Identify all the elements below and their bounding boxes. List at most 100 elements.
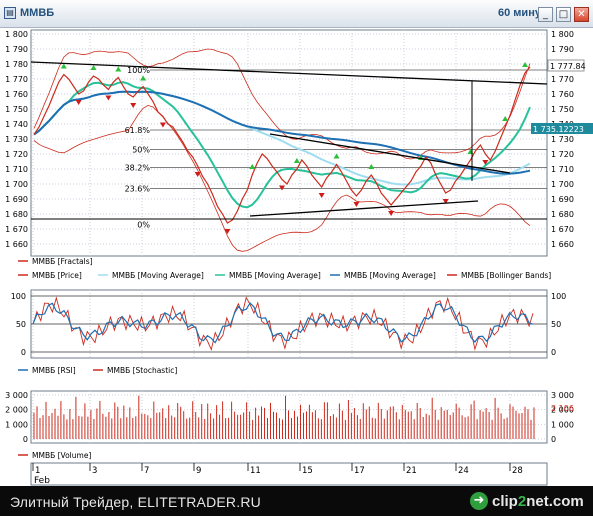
price-tick-label: 1 800 bbox=[5, 30, 28, 39]
price-tick-label-right: 1 730 bbox=[551, 135, 574, 144]
price-tick-label: 1 750 bbox=[5, 105, 28, 114]
brand-name: clip2net.com bbox=[492, 493, 584, 510]
price-series bbox=[33, 66, 531, 224]
price-tick-label: 1 690 bbox=[5, 195, 28, 204]
fractal-down-marker bbox=[194, 172, 201, 177]
price-tick-label-right: 1 790 bbox=[551, 45, 574, 54]
time-label: 17 bbox=[354, 466, 365, 476]
fractal-up-marker bbox=[115, 66, 122, 72]
fractal-down-marker bbox=[279, 185, 285, 191]
price-tick-label: 1 720 bbox=[5, 150, 28, 159]
price-tick-label: 1 740 bbox=[5, 120, 28, 129]
price-tick-label-right: 1 700 bbox=[551, 180, 574, 189]
fractal-up-marker bbox=[502, 116, 509, 121]
fractal-up-marker bbox=[333, 153, 340, 159]
price-tick-label: 1 670 bbox=[5, 225, 28, 234]
title-bar[interactable]: ▤ ММВБ 60 минут _ □ ✕ bbox=[0, 0, 593, 28]
channel-upper-line[interactable] bbox=[269, 133, 511, 174]
price-axis-left: 1 800 1 790 1 780 1 770 1 760 1 750 1 740 1 730… bbox=[5, 30, 28, 249]
fractal-up-marker bbox=[368, 164, 375, 169]
time-label: 3 bbox=[92, 466, 97, 476]
fractal-down-marker bbox=[353, 202, 360, 207]
time-label: 24 bbox=[458, 466, 469, 476]
fib-label: 38.2% bbox=[125, 164, 151, 173]
price-tick-label-right: 1 710 bbox=[551, 165, 574, 174]
fractal-down-marker bbox=[482, 160, 489, 165]
fractal-up-marker bbox=[249, 164, 256, 169]
brand-logo: ➜ clip2net.com bbox=[470, 492, 588, 512]
price-tick-label: 1 730 bbox=[5, 135, 28, 144]
price-tick-label: 1 660 bbox=[5, 240, 28, 249]
oscillator-axis-right: 100 50 0 bbox=[551, 292, 566, 357]
time-label: 1 bbox=[35, 466, 40, 476]
price-tick-label-right: 1 660 bbox=[551, 240, 574, 249]
month-label: Feb bbox=[34, 476, 50, 486]
fractal-down-marker bbox=[442, 199, 449, 204]
close-button[interactable]: ✕ bbox=[574, 7, 589, 22]
fractal-down-marker bbox=[75, 100, 82, 105]
volume-bars bbox=[33, 395, 535, 439]
price-panel[interactable] bbox=[30, 29, 548, 257]
legend-label: ММВБ [Stochastic] bbox=[107, 366, 177, 375]
upper-resistance-line[interactable] bbox=[30, 61, 548, 85]
volume-tick-right: 0 bbox=[551, 435, 556, 444]
volume-tick-right: 3 000 bbox=[551, 391, 574, 400]
volume-legend: ММВБ [Volume] bbox=[18, 451, 91, 460]
fractal-up-marker bbox=[90, 65, 97, 70]
cursor-price-tag: 1 735.12223 bbox=[531, 123, 593, 134]
volume-tick-right: 1 000 bbox=[551, 420, 574, 429]
time-label: 15 bbox=[302, 466, 313, 476]
channel-lower-line[interactable] bbox=[249, 200, 479, 217]
legend-label: ММВБ [Fractals] bbox=[32, 257, 93, 266]
price-grid bbox=[31, 30, 547, 256]
time-label: 9 bbox=[196, 466, 201, 476]
price-tick-label: 1 760 bbox=[5, 90, 28, 99]
time-label: 21 bbox=[406, 466, 417, 476]
window-title: ММВБ bbox=[20, 7, 55, 19]
chart-window-icon: ▤ bbox=[4, 7, 16, 19]
ma-mid-line bbox=[33, 81, 531, 209]
legend-label: ММВБ [Moving Average] bbox=[229, 271, 321, 280]
price-tick-label-right: 1 770 bbox=[551, 75, 574, 84]
price-tick-label-right: 1 680 bbox=[551, 210, 574, 219]
volume-tick: 2 000 bbox=[5, 406, 28, 415]
fractal-down-marker bbox=[224, 229, 231, 234]
volume-axis-left: 3 000 2 000 1 000 0 bbox=[5, 391, 28, 444]
time-axis[interactable] bbox=[30, 462, 548, 486]
time-label: 11 bbox=[250, 466, 261, 476]
time-label: 7 bbox=[144, 466, 149, 476]
fractal-up-marker bbox=[522, 62, 529, 67]
volume-tick: 1 000 bbox=[5, 420, 28, 429]
footer-caption: Элитный Трейдер, ELITETRADER.RU bbox=[10, 494, 261, 510]
price-tick-label-right: 1 720 bbox=[551, 150, 574, 159]
fractal-up-marker bbox=[140, 75, 147, 81]
oscillator-axis-left: 100 50 0 bbox=[11, 292, 26, 357]
price-line bbox=[33, 66, 531, 224]
fib-label: 23.6% bbox=[125, 185, 151, 194]
price-tick-label-right: 1 670 bbox=[551, 225, 574, 234]
minimize-button[interactable]: _ bbox=[538, 7, 553, 22]
maximize-button[interactable]: □ bbox=[556, 7, 571, 22]
fib-label: 100% bbox=[127, 66, 150, 75]
oscillator-tick-right: 50 bbox=[551, 320, 561, 329]
rsi-line bbox=[32, 302, 534, 344]
legend-label: ММВБ [Volume] bbox=[32, 451, 91, 460]
oscillator-series bbox=[32, 296, 534, 352]
price-tick-label: 1 700 bbox=[5, 180, 28, 189]
oscillator-tick-right: 0 bbox=[551, 348, 556, 357]
volume-axis-right: 3 000 2 000 1 000 0 bbox=[551, 391, 574, 444]
fractal-down-marker bbox=[318, 193, 325, 198]
footer-bar: Элитный Трейдер, ELITETRADER.RU ➜ clip2n… bbox=[0, 486, 593, 516]
timeframe-label[interactable]: 60 минут bbox=[498, 7, 547, 19]
price-tick-label-right: 1 760 bbox=[551, 90, 574, 99]
legend-label: ММВБ [Bollinger Bands] bbox=[461, 271, 551, 280]
last-price-label: 1 777.84 bbox=[550, 62, 586, 71]
price-tick-label-right: 1 690 bbox=[551, 195, 574, 204]
brand-arrow-icon: ➜ bbox=[470, 492, 488, 510]
price-tick-label: 1 680 bbox=[5, 210, 28, 219]
oscillator-tick: 100 bbox=[11, 292, 26, 301]
fractal-down-marker bbox=[130, 103, 137, 108]
price-tick-label-right: 1 800 bbox=[551, 30, 574, 39]
last-volume-label: 2 106 bbox=[551, 404, 574, 413]
